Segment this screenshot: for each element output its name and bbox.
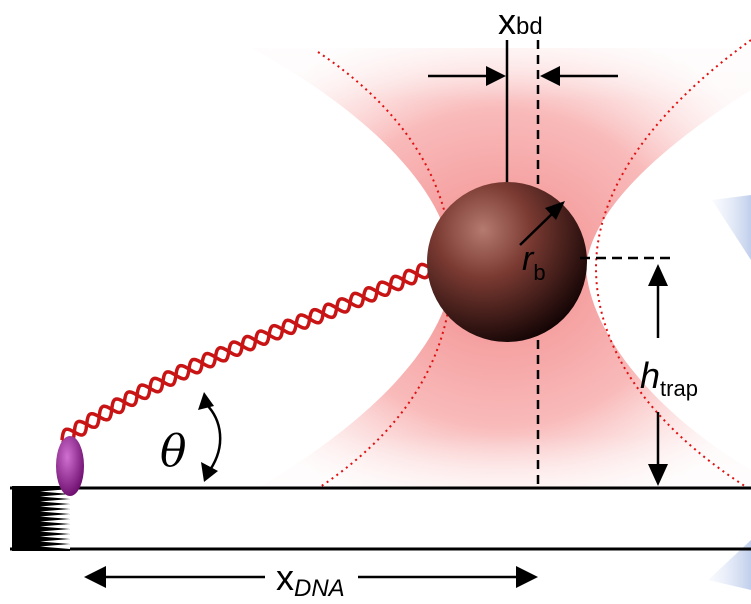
beam-waist-guide-right [594,39,751,491]
h-trap-arrows [648,264,668,486]
surface [10,486,751,551]
anchor [56,436,84,496]
dna-strand-2 [60,267,432,441]
radius-arrow [519,201,565,246]
label-h-trap: htrap [640,355,698,401]
dna-strand [60,262,432,445]
x-dna-arrow [84,566,538,588]
surface-hatch [12,486,70,551]
label-x-bd: xbd [498,1,543,42]
bead [427,182,587,342]
x-bd-arrows [428,66,618,86]
label-r-b: rb [522,240,546,285]
label-x-dna: xDNA [276,557,345,602]
background-blue-shape-lower [708,540,751,590]
theta-angle-arc [198,392,222,482]
label-theta: θ [160,426,187,477]
